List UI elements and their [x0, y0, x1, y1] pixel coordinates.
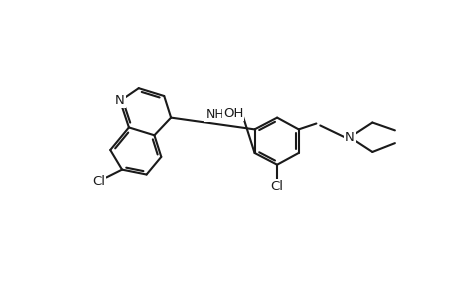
- Text: Cl: Cl: [270, 180, 283, 193]
- Text: Cl: Cl: [92, 175, 105, 188]
- Text: N: N: [115, 94, 125, 107]
- Text: NH: NH: [205, 108, 224, 121]
- Text: OH: OH: [222, 107, 243, 120]
- Text: N: N: [344, 131, 354, 144]
